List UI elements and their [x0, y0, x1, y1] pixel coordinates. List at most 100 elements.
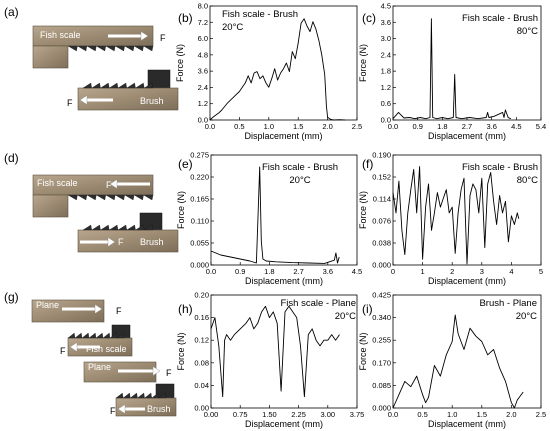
label-fish-scale: Fish scale	[86, 344, 127, 354]
panel-label-a: (a)	[4, 5, 19, 19]
x-axis-label: Displacement (mm)	[245, 276, 323, 286]
label-force-top: F	[106, 180, 112, 190]
force-arrow-4-head	[117, 404, 126, 414]
force-arrow-top-head	[140, 31, 149, 41]
panel-label-h: (h)	[178, 302, 193, 316]
chart-b: 0.0 0.5 1.0 1.5 2.0 2.5 0.0 1.2 2.4 3.6 4.8 6.0 7.2 8…	[175, 2, 362, 142]
x-tick-label: 1.50	[262, 410, 277, 419]
x-tick-label: 2.7	[293, 267, 303, 276]
label-force-bottom: F	[67, 98, 73, 108]
y-tick-label: 0.04	[194, 381, 209, 390]
chart-title: Fish scale - Brush	[462, 13, 538, 24]
y-tick-label: 6.0	[198, 34, 208, 43]
y-tick-label: 0.110	[191, 217, 209, 226]
plot-frame	[392, 154, 542, 266]
plot-frame	[210, 294, 358, 409]
force-arrow-bottom-head	[107, 237, 116, 247]
brush-teeth	[82, 82, 154, 89]
label-force-2: F	[60, 346, 66, 356]
x-tick-label: 0.9	[412, 122, 422, 131]
chart-subtitle: 80°C	[517, 26, 538, 37]
y-tick-label: 3.0	[381, 34, 391, 43]
fish-scale-teeth	[67, 45, 154, 52]
x-tick-label: 2.5	[536, 410, 546, 419]
x-axis-label: Displacement (mm)	[428, 276, 506, 286]
chart-i: 0.0 0.5 1.0 1.5 2.0 2.5 0.000 0.085 0.170 0.255 0.…	[358, 291, 546, 430]
y-tick-label: 0.340	[372, 313, 391, 322]
x-tick-label: 2.7	[462, 122, 472, 131]
label-brush: Brush	[140, 96, 164, 106]
chart-e: 0.0 0.9 1.8 2.7 3.6 4.5 0.000 0.055 0.110 0.165 0.…	[176, 151, 362, 287]
chart-subtitle: 20°C	[335, 311, 356, 322]
chart-title: Fish scale - Brush	[262, 162, 338, 173]
y-axis-label: Force (N)	[358, 332, 368, 370]
x-tick-label: 0.75	[233, 410, 248, 419]
x-tick-label: 2.0	[322, 122, 332, 131]
y-tick-label: 0.00	[194, 404, 209, 413]
label-force-top: F	[160, 33, 166, 43]
y-tick-label: 4.8	[198, 50, 208, 59]
force-arrow-bottom-head	[79, 95, 88, 105]
x-tick-label: 0.9	[235, 267, 245, 276]
series-line-h	[210, 305, 340, 398]
x-tick-label: 0.0	[205, 122, 215, 131]
y-tick-label: 0.000	[372, 404, 391, 413]
y-tick-label: 2.4	[381, 50, 391, 59]
y-tick-label: 0.0	[381, 116, 391, 125]
x-tick-label: 4.5	[511, 122, 521, 131]
y-tick-label: 4.5	[381, 2, 391, 11]
force-arrow-top-head	[109, 179, 118, 189]
y-tick-label: 0.12	[194, 336, 209, 345]
y-tick-label: 2.4	[198, 83, 208, 92]
y-tick-label: 0.076	[372, 217, 391, 226]
plane-block-1	[31, 299, 105, 323]
x-tick-label: 2	[450, 267, 454, 276]
chart-c: 0.0 0.9 1.8 2.7 3.6 4.5 5.4 0.0 0.6 1.2 1.8 2.4 3.0 3…	[358, 2, 546, 142]
x-axis-label: Displacement (mm)	[428, 131, 506, 141]
fish-scale-block-side	[32, 45, 69, 69]
y-tick-label: 1.2	[198, 99, 208, 108]
panel-label-c: (c)	[362, 11, 376, 25]
y-tick-label: 1.2	[381, 83, 391, 92]
plot-frame	[392, 294, 542, 409]
panel-label-f: (f)	[362, 157, 373, 171]
y-tick-label: 1.8	[381, 67, 391, 76]
fish-scale-teeth	[67, 332, 125, 339]
x-tick-label: 2.25	[291, 410, 306, 419]
panel-label-i: (i)	[362, 302, 373, 316]
y-tick-label: 0.114	[373, 195, 391, 204]
label-plane-2: Plane	[88, 362, 111, 372]
x-tick-label: 1.5	[477, 410, 487, 419]
panel-label-d: (d)	[4, 151, 19, 165]
x-tick-label: 3	[480, 267, 484, 276]
x-tick-label: 0.0	[206, 267, 216, 276]
y-tick-label: 0.275	[190, 151, 209, 160]
x-tick-label: 1.8	[264, 267, 274, 276]
x-tick-label: 4	[509, 267, 513, 276]
label-force-bottom: F	[118, 237, 124, 247]
y-tick-label: 0.038	[372, 239, 391, 248]
x-tick-label: 3.75	[350, 410, 365, 419]
chart-title: Fish scale - Brush	[222, 9, 298, 20]
panel-label-g: (g)	[4, 290, 19, 304]
plot-frame	[209, 5, 358, 121]
y-tick-label: 0.085	[372, 381, 391, 390]
label-force-3: F	[166, 368, 172, 378]
chart-f: 0 1 2 3 4 5 0.000 0.038 0.076 0.114 0.152 0.190 Disp…	[358, 151, 543, 287]
series-line-i	[392, 314, 524, 409]
y-axis-label: Force (N)	[358, 44, 368, 82]
y-tick-label: 8.0	[198, 2, 208, 11]
chart-title: Fish scale - Plane	[280, 298, 356, 309]
y-tick-label: 3.6	[198, 67, 208, 76]
panel-label-b: (b)	[178, 11, 193, 25]
y-tick-label: 0.170	[372, 358, 391, 367]
y-tick-label: 0.220	[190, 173, 209, 182]
x-axis-label: Displacement (mm)	[428, 419, 506, 429]
label-fish-scale: Fish scale	[37, 178, 78, 188]
chart-title: Brush - Plane	[479, 298, 537, 309]
x-tick-label: 3.00	[320, 410, 335, 419]
label-fish-scale: Fish scale	[40, 30, 81, 40]
y-tick-label: 0.152	[372, 173, 391, 182]
y-axis-label: Force (N)	[358, 191, 368, 229]
